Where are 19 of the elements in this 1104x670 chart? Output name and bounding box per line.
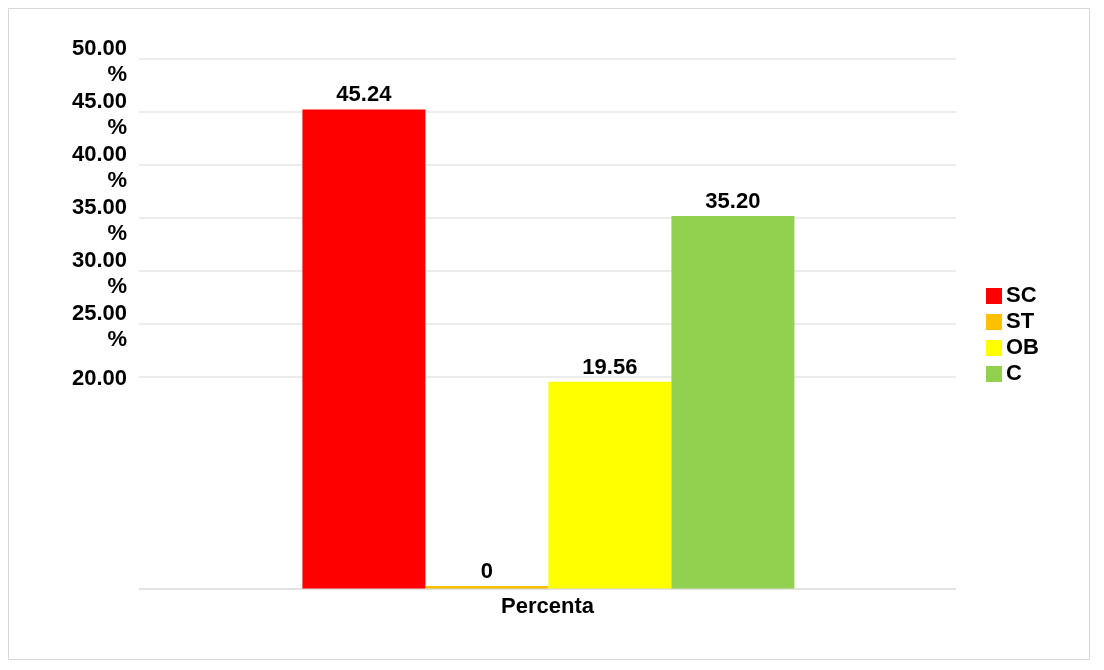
legend-label: SC [1006,282,1037,307]
text: 19.56 [582,353,638,379]
y-tick-label: 40.00 % [71,141,127,192]
bar [671,215,795,589]
y-tick-label: 35.00 % [71,194,127,245]
y-tick-label: 50.00 % [71,35,127,86]
text: 35.20 [705,187,761,213]
text: 0 [480,558,494,583]
legend-label: ST [1006,308,1035,333]
y-tick-label: 30.00 % [71,247,127,298]
text: 45.24 [336,81,392,107]
x-tick-label: Percenta [501,592,595,618]
legend-label: C [1006,360,1022,385]
bar [302,109,426,589]
legend-label: OB [1006,334,1039,359]
y-tick-label: 20.00 [71,365,127,390]
y-tick-label: 45.00 % [71,88,127,139]
y-tick-label: 25.00 % [71,300,127,351]
bar [548,381,672,589]
